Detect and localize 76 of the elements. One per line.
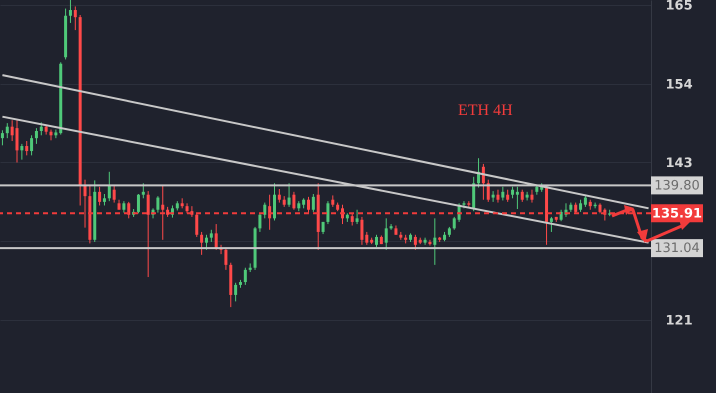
candlestick [312,193,315,212]
candlestick [272,182,276,221]
candlestick [356,209,359,225]
candlestick [569,202,572,212]
candlestick [492,190,495,202]
candlestick [44,124,48,136]
candlestick [574,202,578,214]
candlestick [322,221,325,235]
candlestick [452,216,456,230]
candlestick [258,212,262,232]
candlestick [394,224,398,236]
y-tick-label: 165 [666,0,693,14]
candlestick [501,186,504,201]
candlestick [306,196,310,214]
candlestick [6,122,9,139]
candlestick [74,6,77,31]
candlestick [156,196,160,214]
candlestick [0,130,4,146]
candlestick [579,199,582,212]
candlestick [550,216,553,232]
ref-line-label: 131.04 [654,241,700,256]
candlestick [292,191,296,210]
candlestick [360,216,364,246]
candlestick [282,196,286,208]
candlestick [200,231,204,256]
y-tick-label: 121 [666,313,693,328]
ref-line-label: 135.91 [652,206,702,222]
candlestick [433,218,436,266]
candlestick [30,134,34,156]
candlestick [161,184,164,240]
candlestick [278,188,281,204]
candlestick [210,229,213,242]
candlestick [506,189,510,202]
candlestick [598,202,602,214]
candlestick [263,202,266,219]
y-tick-label: 143 [666,156,693,171]
candlestick [511,186,514,199]
candlestick [166,206,170,218]
candlestick [384,218,388,250]
candlestick [496,189,500,204]
candlestick [16,120,19,163]
candlestick [448,226,451,238]
candlestick [588,199,592,210]
candlestick [186,202,189,214]
candlestick [112,184,116,204]
candlestick [375,234,378,248]
candlestick [146,190,150,278]
annotation: ETH 4H [458,102,514,119]
candlestick [234,282,238,302]
y-tick-label: 154 [666,77,693,92]
candlestick [443,231,446,242]
candlestick [102,193,106,206]
candlestick [288,182,291,208]
candlestick [10,120,14,142]
candlestick [50,129,53,141]
candlestick [34,128,38,144]
candlestick [136,193,140,214]
candlestick [195,212,198,238]
candlestick [176,200,179,211]
candlestick [584,194,587,208]
candlestick [20,143,24,160]
candlestick [122,200,126,214]
candlestick [326,200,330,225]
ref-line-label: 139.80 [654,178,700,194]
candlestick [214,224,218,250]
candlestick [331,194,334,208]
candlestick [25,140,28,156]
candlestick [40,122,43,136]
candlestick [520,189,524,202]
candlestick [350,212,354,226]
candlestick [244,267,247,286]
candlestick [98,186,102,206]
candlestick [68,0,72,24]
candlestick [204,234,208,250]
candlestick [530,189,534,204]
candlestick [224,248,228,270]
